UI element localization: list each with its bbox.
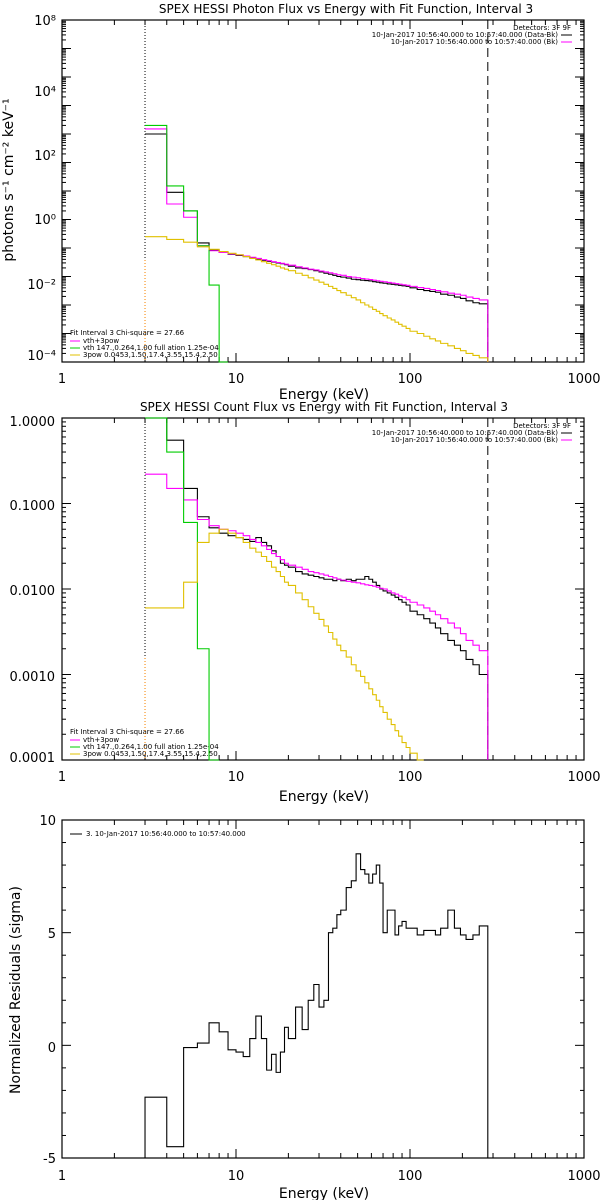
photon-ytick-1em4: 10⁻⁴ xyxy=(27,349,56,364)
count-xtick-1: 1 xyxy=(58,770,66,785)
count-legend-header: Fit Interval 3 Chi-square = 27.66 xyxy=(70,728,185,736)
count-time-label-bk: 10-Jan-2017 10:56:40.000 to 10:57:40.000… xyxy=(391,436,559,444)
residuals-ytick-0: 0 xyxy=(48,1041,56,1056)
photon-legend-header: Fit Interval 3 Chi-square = 27.66 xyxy=(70,329,185,337)
photon-xtick-1000: 1000 xyxy=(567,372,600,387)
residuals-panel: 1 10 100 1000 Energy (keV) 10 5 0 -5 Nor… xyxy=(8,814,600,1200)
count-flux-panel: SPEX HESSI Count Flux vs Energy with Fit… xyxy=(10,400,600,805)
photon-y-axis-label: photons s⁻¹ cm⁻² keV⁻¹ xyxy=(1,98,17,261)
count-plot-frame xyxy=(62,418,584,760)
count-ytick-0p001: 0.0010 xyxy=(10,670,56,685)
photon-ytick-1em2: 10⁻² xyxy=(27,278,56,293)
residuals-xtick-1: 1 xyxy=(58,1169,66,1184)
count-ytick-1: 1.0000 xyxy=(10,415,56,430)
residuals-y-axis-label: Normalized Residuals (sigma) xyxy=(8,886,24,1094)
residuals-legend-label: 3. 10-Jan-2017 10:56:40.000 to 10:57:40.… xyxy=(86,830,246,838)
residuals-series-3-10-jan-2017-10-56-40-0 xyxy=(145,854,488,1158)
photon-panel-title: SPEX HESSI Photon Flux vs Energy with Fi… xyxy=(159,2,533,16)
photon-ytick-1e0: 10⁰ xyxy=(34,213,56,228)
photon-series-vth-3pow xyxy=(145,129,488,362)
count-series-vth xyxy=(145,418,219,760)
count-series-vth-3pow xyxy=(145,474,488,760)
photon-time-label-bk: 10-Jan-2017 10:56:40.000 to 10:57:40.000… xyxy=(391,38,559,46)
photon-ytick-1e2: 10² xyxy=(34,149,56,164)
count-ytick-0p0001: 0.0001 xyxy=(10,751,56,766)
photon-ytick-1e8: 10⁸ xyxy=(34,14,56,29)
residuals-xtick-1000: 1000 xyxy=(567,1169,600,1184)
count-xtick-100: 100 xyxy=(398,770,423,785)
photon-flux-panel: SPEX HESSI Photon Flux vs Energy with Fi… xyxy=(1,2,600,403)
photon-xtick-100: 100 xyxy=(398,372,423,387)
photon-series-data-bk xyxy=(145,134,488,362)
count-x-axis-label: Energy (keV) xyxy=(279,789,369,805)
photon-ytick-1e4: 10⁴ xyxy=(34,85,56,100)
count-series-data-bk xyxy=(145,418,488,760)
count-ytick-0p1: 0.1000 xyxy=(10,499,56,514)
count-panel-title: SPEX HESSI Count Flux vs Energy with Fit… xyxy=(140,400,508,414)
residuals-ytick-m5: -5 xyxy=(43,1152,56,1167)
photon-series-vth xyxy=(145,125,228,362)
residuals-ytick-5: 5 xyxy=(48,927,56,942)
residuals-ytick-10: 10 xyxy=(39,814,56,829)
count-ytick-0p01: 0.0100 xyxy=(10,584,56,599)
chart-marks xyxy=(62,20,584,1158)
residuals-x-axis-label: Energy (keV) xyxy=(279,1186,369,1200)
count-xtick-10: 10 xyxy=(228,770,245,785)
count-xtick-1000: 1000 xyxy=(567,770,600,785)
photon-plot-frame xyxy=(62,20,584,362)
residuals-plot-frame xyxy=(62,820,584,1158)
residuals-xtick-10: 10 xyxy=(228,1169,245,1184)
photon-xtick-10: 10 xyxy=(228,372,245,387)
photon-xtick-1: 1 xyxy=(58,372,66,387)
residuals-xtick-100: 100 xyxy=(398,1169,423,1184)
